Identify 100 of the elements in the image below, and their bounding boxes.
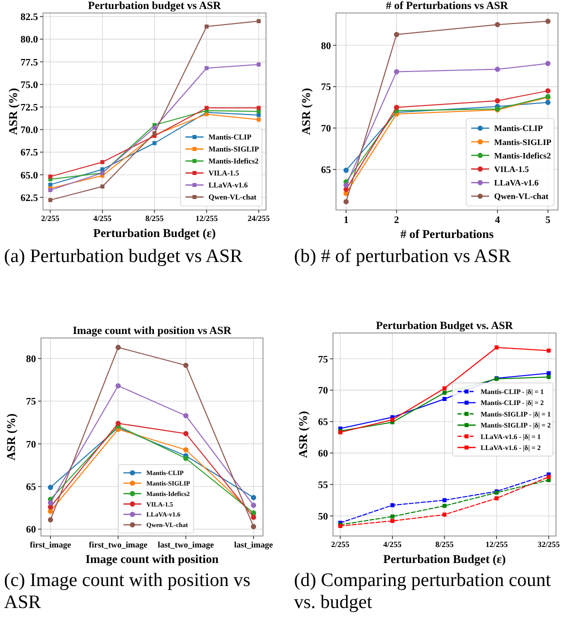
point	[442, 504, 446, 508]
x-tick-label: last_two_image	[158, 540, 214, 550]
legend-label: VILA-1.5	[494, 164, 529, 174]
point	[442, 390, 446, 395]
y-tick-label: 70	[318, 386, 328, 397]
y-tick-label: 55	[318, 480, 328, 491]
point	[546, 371, 551, 376]
point	[48, 198, 52, 202]
y-tick-label: 60	[26, 524, 36, 536]
y-tick-label: 82.5	[20, 12, 38, 24]
x-tick-label: 2/255	[331, 540, 350, 549]
x-tick-label: 32/255	[538, 540, 560, 549]
point	[442, 498, 446, 502]
legend-label: Qwen-VL-chat	[494, 191, 549, 202]
chart-title: Perturbation budget vs ASR	[88, 0, 222, 12]
point	[116, 383, 121, 388]
x-tick-label: last_image	[234, 540, 274, 550]
chart-title: Image count with position vs ASR	[72, 325, 232, 337]
y-axis-title: ASR (%)	[299, 88, 313, 135]
y-tick-label: 75	[26, 396, 36, 408]
y-tick-label: 80	[321, 40, 331, 52]
point	[343, 199, 349, 204]
point	[116, 344, 121, 350]
point	[442, 512, 446, 517]
x-tick-label: first_two_image	[88, 540, 148, 550]
point	[390, 503, 394, 508]
chart-title: # of Perturbations vs ASR	[386, 0, 510, 12]
text: (c) Image count with position vs ASR	[4, 570, 250, 613]
point	[545, 100, 551, 105]
point	[48, 174, 52, 179]
x-tick-label: 12/255	[485, 540, 508, 549]
y-tick-label: 65.0	[20, 170, 38, 182]
x-axis-title: Image count with position	[85, 552, 219, 566]
x-tick-label: 8/255	[435, 540, 454, 549]
point	[442, 396, 446, 401]
legend-label: Mantis-CLIP	[494, 123, 543, 134]
y-tick-label: 65	[26, 482, 36, 493]
point	[204, 24, 209, 29]
point	[546, 348, 551, 353]
chart-title: Perturbation Budget vs. ASR	[376, 320, 514, 332]
y-tick-label: 65	[321, 164, 331, 176]
point	[256, 106, 261, 110]
y-tick-label: 50	[318, 511, 328, 522]
y-tick-label: 75.0	[20, 80, 38, 91]
x-tick-label: 5	[545, 215, 550, 226]
point	[204, 66, 209, 70]
text: (b) # of perturbation vs ASR	[294, 246, 512, 267]
point	[48, 500, 54, 506]
point	[250, 514, 256, 520]
x-tick-label: 4/255	[383, 540, 402, 549]
point	[545, 60, 551, 66]
legend-label: LLaVA-v1.6	[494, 178, 539, 188]
point	[545, 18, 551, 24]
point	[494, 496, 499, 500]
y-axis-title: ASR (%)	[296, 411, 310, 458]
x-axis-title: Perturbation Budget (ε)	[383, 552, 506, 566]
point	[183, 430, 188, 436]
point	[390, 418, 394, 422]
x-tick-label: 2	[394, 215, 400, 226]
point	[116, 420, 121, 426]
point	[343, 168, 349, 173]
y-tick-label: 77.5	[20, 57, 38, 68]
y-tick-label: 80.0	[20, 34, 38, 46]
y-tick-label: 67.5	[20, 148, 38, 159]
point	[183, 447, 188, 452]
point	[394, 32, 400, 38]
point	[343, 182, 349, 188]
x-tick-label: 4/255	[93, 214, 112, 223]
point	[256, 118, 261, 122]
point	[394, 104, 400, 110]
y-tick-label: 75	[321, 82, 331, 94]
y-tick-label: 62.5	[20, 192, 38, 204]
y-tick-label: 60	[318, 448, 328, 460]
x-axis-title: # of Perturbations	[400, 227, 494, 241]
legend-label: Mantis-SIGLIP	[494, 136, 552, 147]
point	[390, 518, 394, 523]
point	[183, 362, 188, 368]
point	[494, 66, 500, 72]
x-tick-label: 2/255	[41, 214, 60, 223]
y-tick-label: 70	[26, 439, 36, 450]
point	[183, 413, 188, 418]
point	[100, 160, 104, 164]
x-tick-label: 8/255	[145, 214, 164, 223]
y-axis-title: ASR (%)	[4, 414, 18, 460]
point	[394, 69, 400, 74]
point	[494, 22, 500, 28]
y-tick-label: 80	[26, 354, 36, 365]
y-tick-label: 65	[318, 417, 328, 428]
x-axis-title: Perturbation Budget (ε)	[93, 226, 216, 240]
point	[545, 88, 551, 94]
text: (a) Perturbation budget vs ASR	[4, 246, 243, 267]
point	[48, 484, 54, 490]
x-tick-label: 24/255	[248, 214, 270, 223]
point	[494, 345, 499, 350]
point	[152, 126, 156, 130]
point	[183, 456, 188, 461]
point	[390, 514, 394, 519]
point	[48, 182, 52, 187]
point	[546, 474, 551, 479]
text: (d) Comparing perturbation count vs. budget	[294, 570, 552, 613]
